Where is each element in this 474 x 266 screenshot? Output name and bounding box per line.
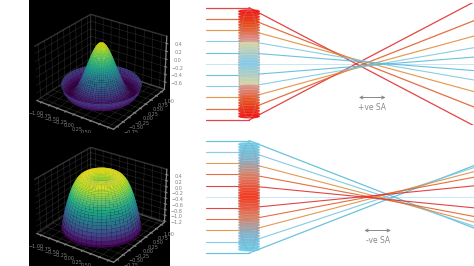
Ellipse shape: [239, 104, 259, 107]
Ellipse shape: [239, 64, 259, 66]
Ellipse shape: [239, 164, 259, 167]
Ellipse shape: [239, 210, 259, 213]
Ellipse shape: [239, 110, 259, 112]
Ellipse shape: [239, 50, 259, 53]
Ellipse shape: [239, 59, 259, 61]
Ellipse shape: [239, 205, 259, 208]
Ellipse shape: [239, 162, 259, 165]
Ellipse shape: [239, 194, 259, 197]
Ellipse shape: [239, 85, 259, 88]
Ellipse shape: [239, 234, 259, 237]
Ellipse shape: [239, 88, 259, 91]
Ellipse shape: [239, 207, 259, 210]
Ellipse shape: [239, 112, 259, 115]
Ellipse shape: [239, 99, 259, 102]
Text: +ve SA: +ve SA: [358, 103, 386, 112]
Ellipse shape: [239, 232, 259, 235]
Ellipse shape: [239, 200, 259, 202]
Ellipse shape: [239, 72, 259, 75]
Ellipse shape: [239, 248, 259, 251]
Ellipse shape: [239, 237, 259, 240]
Ellipse shape: [239, 146, 259, 148]
Ellipse shape: [239, 243, 259, 245]
Ellipse shape: [239, 23, 259, 26]
Ellipse shape: [239, 115, 259, 118]
Ellipse shape: [239, 29, 259, 32]
Ellipse shape: [239, 202, 259, 205]
Ellipse shape: [239, 245, 259, 248]
Ellipse shape: [239, 175, 259, 178]
Ellipse shape: [239, 170, 259, 173]
Ellipse shape: [239, 66, 259, 69]
Ellipse shape: [239, 69, 259, 72]
Ellipse shape: [239, 192, 259, 194]
Ellipse shape: [239, 61, 259, 64]
Ellipse shape: [239, 186, 259, 189]
Ellipse shape: [239, 154, 259, 156]
Ellipse shape: [239, 53, 259, 56]
Ellipse shape: [239, 74, 259, 77]
Ellipse shape: [239, 21, 259, 23]
Ellipse shape: [239, 77, 259, 80]
Ellipse shape: [239, 56, 259, 59]
Text: -ve SA: -ve SA: [365, 236, 390, 245]
Ellipse shape: [239, 148, 259, 151]
Ellipse shape: [239, 189, 259, 192]
Ellipse shape: [239, 83, 259, 85]
Ellipse shape: [239, 10, 259, 13]
Ellipse shape: [239, 101, 259, 104]
Ellipse shape: [239, 156, 259, 159]
Ellipse shape: [239, 216, 259, 218]
Ellipse shape: [239, 34, 259, 37]
Ellipse shape: [239, 221, 259, 224]
Ellipse shape: [239, 93, 259, 96]
Ellipse shape: [239, 181, 259, 184]
Ellipse shape: [239, 143, 259, 146]
Ellipse shape: [239, 107, 259, 110]
Ellipse shape: [239, 31, 259, 34]
Ellipse shape: [239, 226, 259, 229]
Ellipse shape: [239, 18, 259, 21]
Ellipse shape: [239, 229, 259, 232]
Ellipse shape: [239, 173, 259, 175]
Ellipse shape: [239, 42, 259, 45]
Ellipse shape: [239, 45, 259, 48]
Ellipse shape: [239, 48, 259, 51]
Ellipse shape: [239, 167, 259, 170]
Ellipse shape: [239, 240, 259, 243]
Ellipse shape: [239, 26, 259, 29]
Ellipse shape: [239, 218, 259, 221]
Ellipse shape: [239, 178, 259, 181]
Ellipse shape: [239, 80, 259, 83]
Ellipse shape: [239, 13, 259, 15]
Ellipse shape: [239, 40, 259, 42]
Ellipse shape: [239, 197, 259, 200]
Ellipse shape: [239, 96, 259, 99]
Ellipse shape: [239, 151, 259, 154]
Ellipse shape: [239, 37, 259, 40]
Ellipse shape: [239, 224, 259, 227]
Ellipse shape: [239, 183, 259, 186]
Ellipse shape: [239, 213, 259, 216]
Ellipse shape: [239, 15, 259, 18]
Ellipse shape: [239, 159, 259, 162]
Ellipse shape: [239, 91, 259, 94]
